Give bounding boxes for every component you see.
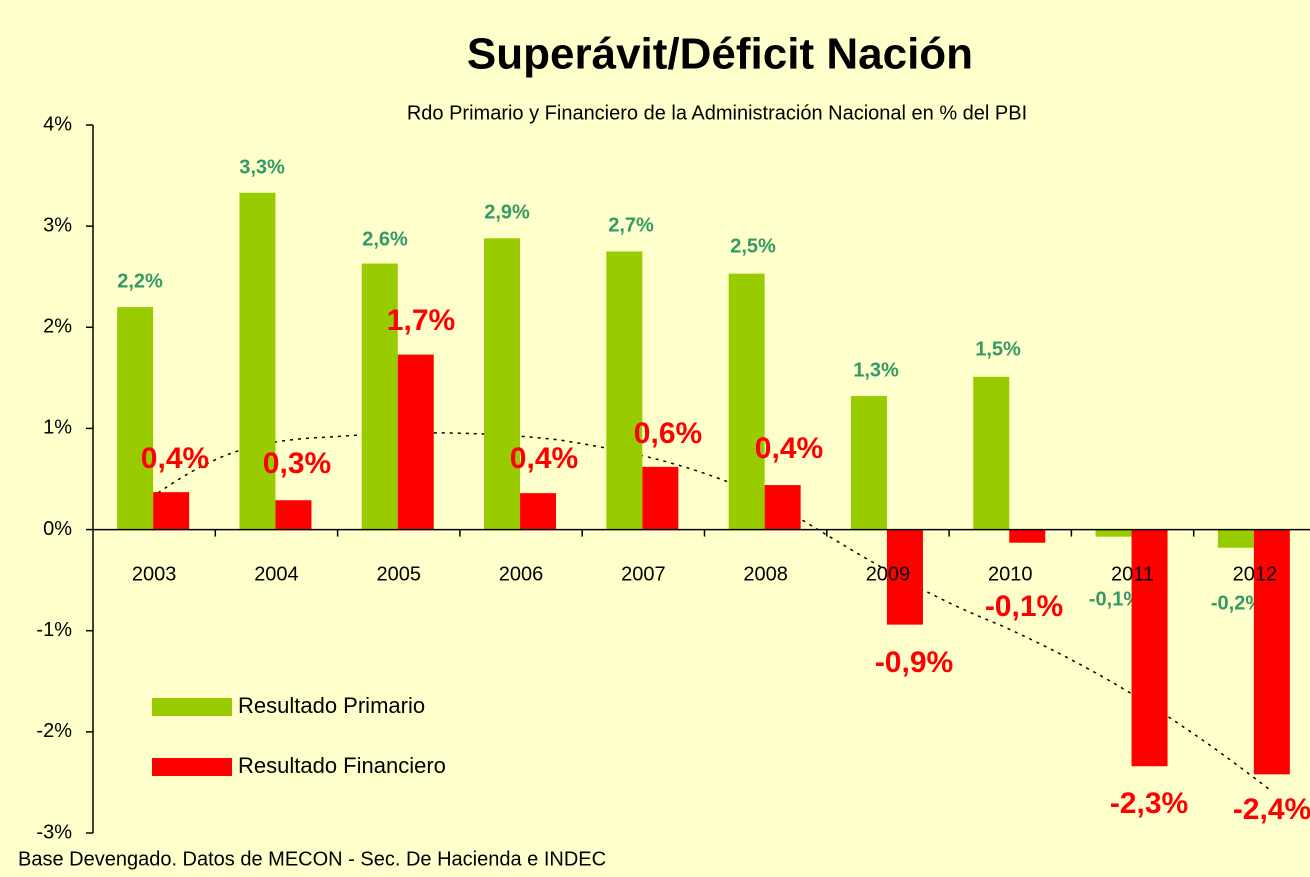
chart-subtitle: Rdo Primario y Financiero de la Administ… (407, 102, 1027, 124)
bar (1131, 529, 1168, 767)
x-tick-label: 2010 (988, 563, 1033, 585)
bar (484, 238, 521, 530)
legend-label: Resultado Financiero (238, 753, 446, 778)
footnote: Base Devengado. Datos de MECON - Sec. De… (18, 848, 606, 870)
bar (606, 251, 643, 530)
bar (275, 500, 312, 530)
data-label: 2,2% (117, 270, 163, 292)
bar (642, 466, 679, 530)
x-tick-label: 2006 (499, 563, 544, 585)
data-label: 2,7% (608, 214, 654, 236)
bar (886, 529, 923, 625)
x-tick-label: 2008 (743, 563, 788, 585)
x-tick-label: 2009 (866, 563, 911, 585)
x-tick-label: 2003 (132, 563, 177, 585)
bar (397, 354, 434, 530)
bar (1095, 529, 1132, 537)
data-label: 2,6% (362, 228, 408, 250)
bar (1253, 529, 1290, 775)
legend-swatch (152, 758, 232, 776)
bar (117, 307, 154, 530)
bar (1217, 529, 1254, 548)
bar (764, 485, 801, 530)
data-label: -2,3% (1110, 787, 1188, 820)
x-tick-label: 2007 (621, 563, 666, 585)
data-label: 1,5% (975, 338, 1021, 360)
bar (520, 493, 557, 530)
data-label: 0,3% (263, 447, 331, 480)
y-tick-label: 3% (43, 214, 72, 236)
bar (239, 192, 276, 530)
bar (973, 376, 1010, 530)
legend-label: Resultado Primario (238, 693, 425, 718)
y-tick-label: 0% (43, 518, 72, 540)
y-tick-label: 2% (43, 316, 72, 338)
y-tick-label: -2% (36, 720, 72, 742)
data-label: -0,1% (985, 590, 1063, 623)
data-label: 1,7% (387, 304, 455, 337)
y-tick-label: 1% (43, 417, 72, 439)
data-label: 0,4% (141, 442, 209, 475)
chart-title: Superávit/Déficit Nación (467, 30, 973, 79)
bar (850, 396, 887, 530)
data-label: -0,1% (1089, 588, 1141, 610)
bar (361, 263, 398, 530)
x-tick-label: 2005 (377, 563, 422, 585)
y-tick-label: 4% (43, 113, 72, 135)
x-tick-label: 2004 (254, 563, 299, 585)
data-label: 0,6% (634, 417, 702, 450)
data-label: 1,3% (853, 359, 899, 381)
data-label: 0,4% (510, 442, 578, 475)
data-label: -0,9% (875, 646, 953, 679)
data-label: -2,4% (1233, 793, 1310, 826)
data-label: 3,3% (239, 156, 285, 178)
data-label: 2,9% (484, 201, 530, 223)
x-tick-label: 2012 (1233, 563, 1278, 585)
x-tick-label: 2011 (1111, 563, 1154, 585)
data-label: 0,4% (755, 432, 823, 465)
y-tick-label: -1% (36, 619, 72, 641)
bar (153, 492, 190, 530)
bar (728, 273, 765, 530)
y-tick-label: -3% (36, 821, 72, 843)
legend-swatch (152, 698, 232, 716)
data-label: -0,2% (1211, 592, 1263, 614)
data-label: 2,5% (730, 235, 776, 257)
bar (1009, 529, 1046, 543)
